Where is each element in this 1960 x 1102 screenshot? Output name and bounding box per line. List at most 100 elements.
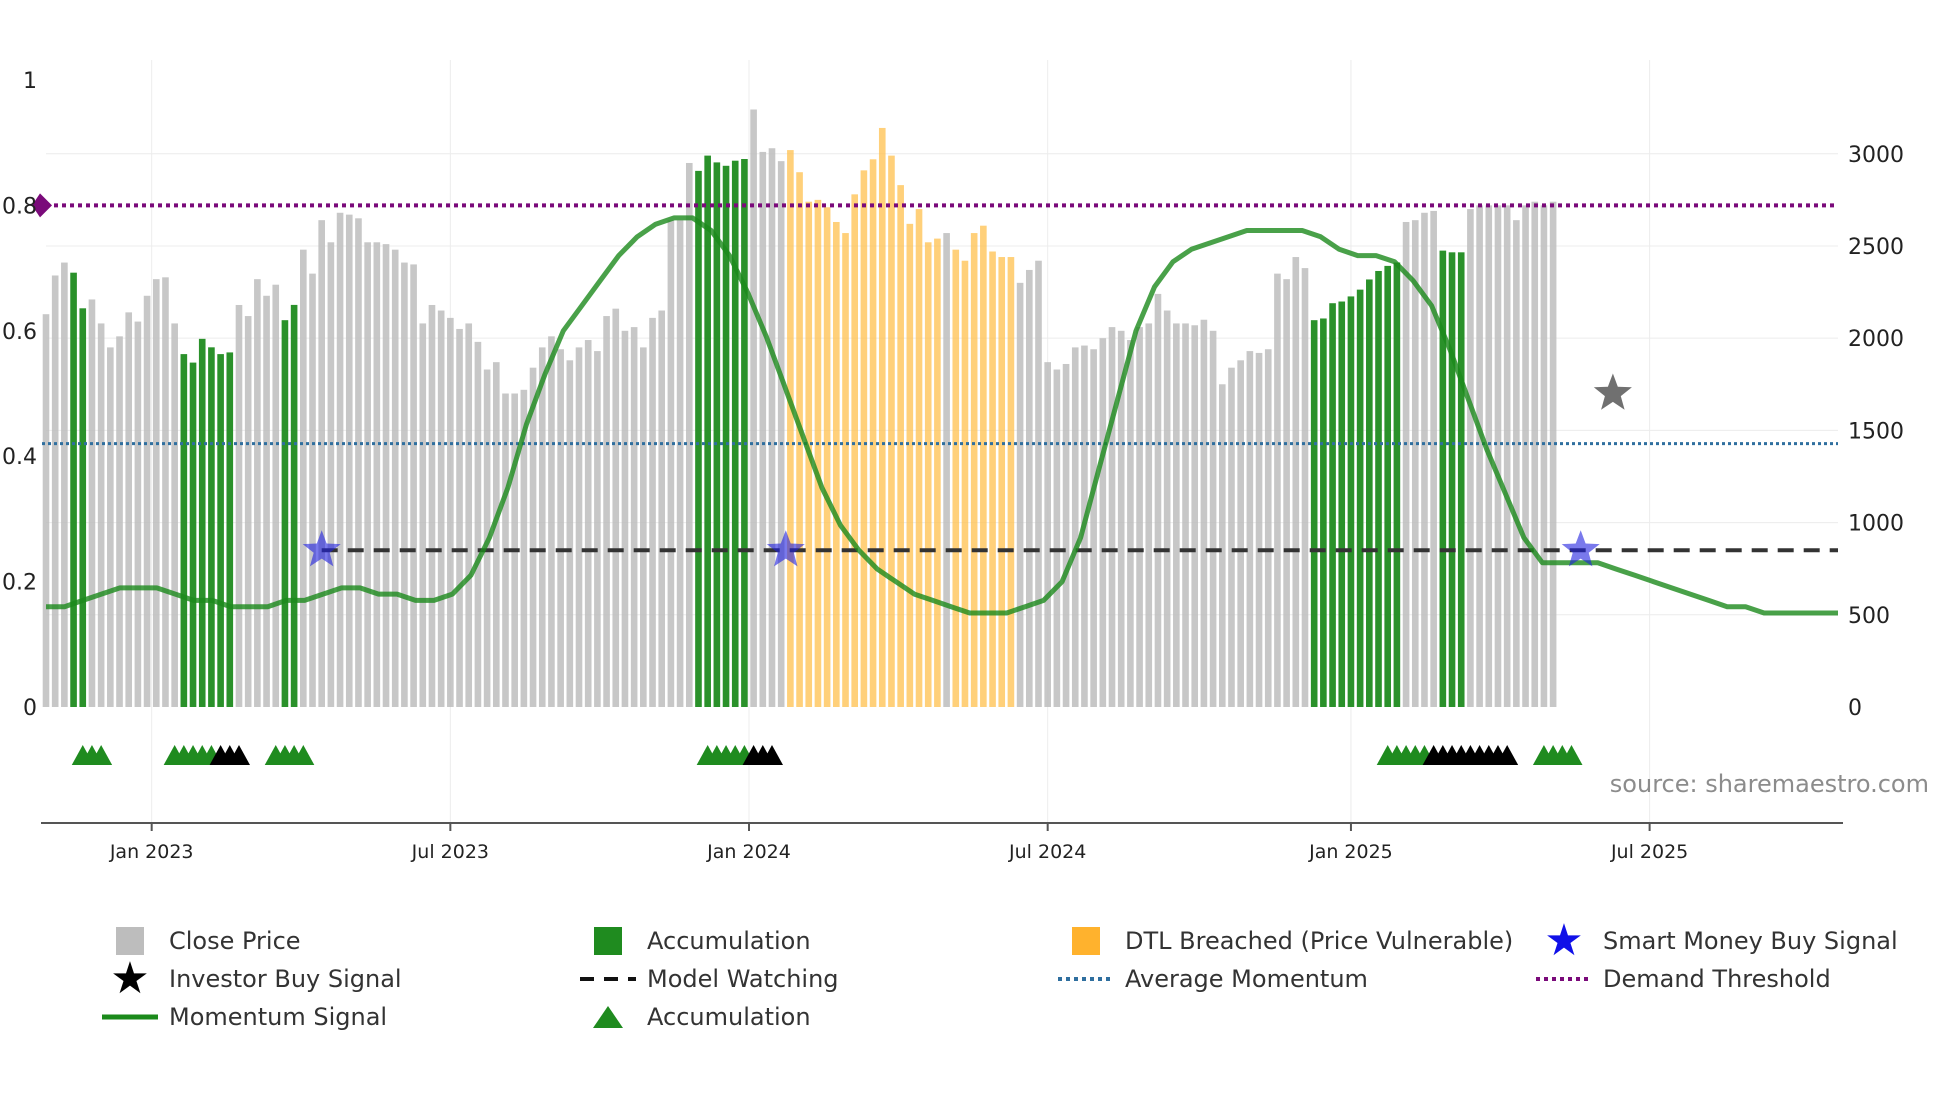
price-bars: [42, 109, 1557, 708]
close-price-bar: [529, 367, 537, 707]
close-price-bar: [1007, 257, 1015, 707]
chart-legend: Close Price Accumulation DTL Breached (P…: [0, 918, 1960, 1048]
legend-average-momentum: Average Momentum: [1051, 962, 1368, 996]
close-price-bar: [1228, 367, 1235, 707]
close-price-bar: [548, 336, 555, 707]
close-price-bar: [1218, 384, 1226, 707]
close-price-bar: [244, 316, 252, 707]
close-price-bar: [208, 347, 215, 707]
legend-label: Average Momentum: [1125, 965, 1368, 993]
close-price-bar: [980, 225, 987, 707]
close-price-bar: [272, 284, 280, 707]
close-price-bar: [575, 347, 583, 707]
close-price-bar: [1173, 323, 1180, 707]
legend-dtl-breached: DTL Breached (Price Vulnerable): [1051, 924, 1513, 958]
close-price-bar: [180, 354, 188, 707]
close-price-bar: [630, 327, 638, 707]
accumulation-triangle: [292, 745, 315, 765]
close-price-bar: [897, 185, 904, 708]
smart-money-star: [1561, 530, 1600, 567]
close-price-bar: [713, 162, 721, 708]
accumulation-triangle-black: [227, 745, 250, 765]
close-price-bar: [1448, 252, 1456, 708]
close-price-bar: [860, 170, 868, 708]
close-price-bar: [1209, 330, 1217, 707]
close-price-bar: [1476, 205, 1483, 707]
close-price-bar: [382, 244, 390, 707]
close-price-bar: [1025, 269, 1033, 707]
close-price-bar: [538, 347, 546, 707]
close-price-bar: [1283, 279, 1290, 707]
legend-label: Model Watching: [647, 965, 839, 993]
close-price-bar: [520, 389, 528, 707]
accumulation-triangle-black: [760, 745, 783, 765]
legend-model-watching: Model Watching: [573, 962, 839, 996]
close-price-bar: [750, 109, 757, 708]
left-tick-label: 0.6: [2, 320, 37, 345]
chart-axes: Jan 2023 Jul 2023 Jan 2024 Jul 2024 Jan 2025…: [2, 69, 1904, 863]
close-price-bar: [842, 233, 849, 707]
close-price-bar: [364, 242, 371, 707]
close-price-bar: [1320, 318, 1327, 707]
close-price-bar: [51, 275, 59, 707]
close-price-bar: [263, 295, 270, 707]
close-price-bar: [1117, 330, 1125, 707]
triangle-glyph: [593, 1006, 623, 1028]
close-price-bar: [1301, 268, 1309, 707]
close-price-bar: [447, 317, 454, 707]
right-tick-label: 3000: [1848, 143, 1904, 168]
close-price-bar: [1108, 327, 1116, 707]
close-price-bar: [722, 165, 730, 708]
close-price-bar: [869, 159, 877, 707]
close-price-bar: [888, 155, 895, 707]
close-price-bar: [1016, 282, 1024, 707]
close-price-bar: [437, 310, 445, 707]
close-price-bar: [878, 127, 886, 707]
close-price-bar: [107, 347, 114, 707]
close-price-bar: [373, 242, 381, 707]
x-tick-label: Jan 2025: [1308, 841, 1393, 863]
close-price-bar: [391, 249, 399, 708]
close-price-bar: [1090, 349, 1097, 707]
close-price-bar: [998, 257, 1006, 707]
close-price-bar: [492, 362, 500, 707]
demand-threshold-marker: [32, 193, 52, 218]
left-tick-label: 1: [23, 69, 37, 94]
left-tick-label: 0.4: [2, 445, 37, 470]
close-price-bar: [1384, 265, 1392, 707]
close-price-bar: [640, 347, 647, 707]
close-price-bar: [1513, 220, 1520, 707]
right-tick-label: 500: [1848, 604, 1890, 629]
close-price-bar: [189, 362, 197, 707]
close-price-bar: [1522, 205, 1529, 707]
close-price-bar: [1127, 340, 1134, 707]
close-price-bar: [1366, 279, 1373, 707]
black-star-icon: ★: [110, 953, 150, 1004]
right-tick-label: 0: [1848, 696, 1862, 721]
close-price-bar: [1071, 347, 1079, 707]
close-price-bar: [952, 249, 960, 708]
legend-accumulation-bar: Accumulation: [573, 924, 811, 958]
close-price-bar: [171, 323, 178, 707]
close-price-bar: [1264, 349, 1272, 707]
close-price-bar: [1154, 293, 1162, 707]
close-price-bar: [934, 238, 941, 707]
close-price-bar: [309, 273, 316, 707]
close-price-bar: [336, 212, 344, 707]
close-price-bar: [1237, 360, 1244, 707]
close-price-bar: [695, 170, 702, 707]
left-tick-label: 0: [23, 696, 37, 721]
close-price-bar: [355, 218, 362, 707]
momentum-signal-line: [46, 215, 1838, 616]
close-price-bar: [1274, 273, 1281, 707]
close-price-bar: [217, 354, 224, 707]
accumulation-triangle: [1560, 745, 1583, 765]
x-tick-label: Jul 2023: [411, 841, 489, 863]
close-price-bar: [1503, 205, 1511, 707]
close-price-bar: [1163, 310, 1171, 707]
close-price-bar: [125, 312, 133, 707]
legend-label: DTL Breached (Price Vulnerable): [1125, 927, 1514, 955]
close-price-bar: [612, 308, 620, 707]
close-price-bar: [88, 299, 96, 707]
close-price-bar: [1099, 338, 1107, 707]
